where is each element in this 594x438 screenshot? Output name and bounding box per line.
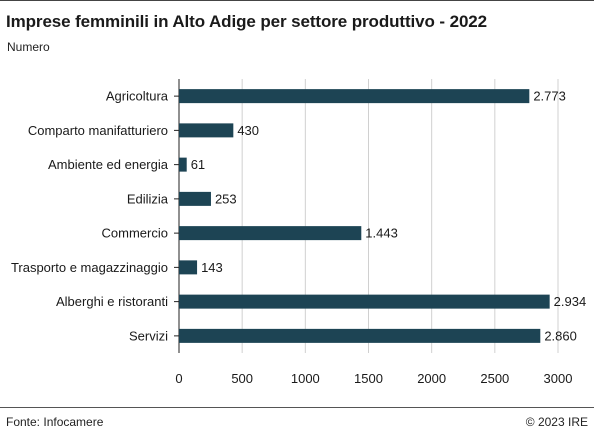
data-label: 2.860: [544, 328, 577, 343]
data-label: 253: [215, 191, 237, 206]
x-tick-label: 0: [175, 371, 182, 386]
bar: [179, 191, 211, 206]
category-label: Servizi: [129, 328, 168, 343]
data-label: 143: [201, 260, 223, 275]
data-label: 1.443: [365, 226, 398, 241]
x-tick-label: 3000: [544, 371, 573, 386]
bar: [179, 89, 530, 104]
category-label: Agricoltura: [106, 89, 169, 104]
chart-title: Imprese femminili in Alto Adige per sett…: [6, 12, 488, 31]
x-tick-label: 1000: [291, 371, 320, 386]
bar: [179, 123, 234, 138]
x-tick-label: 1500: [354, 371, 383, 386]
data-label: 2.773: [533, 89, 566, 104]
bar: [179, 294, 550, 309]
bar: [179, 260, 198, 275]
category-label: Comparto manifatturiero: [28, 123, 168, 138]
top-rule: [0, 0, 594, 1]
category-label: Alberghi e ristoranti: [56, 294, 168, 309]
category-label: Commercio: [102, 226, 168, 241]
copyright-note: © 2023 IRE: [525, 415, 588, 429]
bar: [179, 157, 187, 172]
data-label: 2.934: [554, 294, 587, 309]
bar: [179, 328, 541, 343]
data-label: 61: [191, 157, 205, 172]
bar-chart: Agricoltura 2.773 Comparto manifatturiero 4…: [11, 79, 587, 386]
x-tick-label: 500: [231, 371, 253, 386]
source-note: Fonte: Infocamere: [6, 415, 104, 429]
chart-subtitle: Numero: [7, 40, 50, 54]
category-label: Edilizia: [127, 191, 169, 206]
category-label: Ambiente ed energia: [48, 157, 169, 172]
bar: [179, 226, 362, 241]
bottom-rule: [0, 407, 594, 408]
x-tick-label: 2500: [480, 371, 509, 386]
x-tick-label: 2000: [417, 371, 446, 386]
category-label: Trasporto e magazzinaggio: [11, 260, 168, 275]
data-label: 430: [237, 123, 259, 138]
